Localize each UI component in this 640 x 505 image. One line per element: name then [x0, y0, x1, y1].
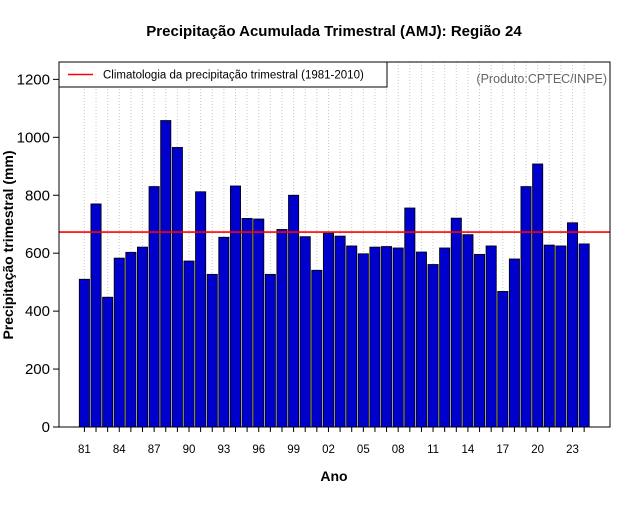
bar-1985: [125, 251, 137, 428]
chart-title: Precipitação Acumulada Trimestral (AMJ):…: [146, 23, 522, 40]
bar-2017: [497, 291, 509, 428]
bar-2019: [520, 186, 532, 428]
bar-1991: [195, 191, 207, 428]
bar-1987: [148, 186, 160, 428]
credit-text: (Produto:CPTEC/INPE): [476, 72, 607, 86]
x-tick-label: 17: [496, 444, 509, 456]
x-tick-label: 14: [462, 444, 475, 456]
x-tick-label: 11: [427, 444, 439, 456]
bar-2008: [392, 247, 404, 428]
bar-1993: [218, 236, 230, 428]
bar-2009: [404, 207, 416, 428]
x-tick-label: 81: [78, 444, 91, 456]
y-tick-label: 400: [25, 303, 50, 320]
bar-2015: [474, 253, 486, 428]
bar-2002: [322, 232, 334, 428]
y-tick-label: 1000: [17, 129, 50, 146]
x-axis-title: Ano: [320, 468, 347, 484]
bar-2020: [532, 163, 544, 428]
x-tick-label: 08: [392, 444, 405, 456]
bar-2022: [555, 245, 567, 428]
bar-2000: [299, 236, 311, 428]
x-tick-label: 20: [531, 444, 544, 456]
bar-1988: [160, 120, 172, 428]
legend-box: [58, 61, 388, 88]
bar-2012: [439, 247, 451, 428]
bar-2011: [427, 264, 439, 428]
x-tick-label: 90: [183, 444, 196, 456]
bars: [78, 120, 590, 428]
bar-2018: [508, 258, 520, 428]
x-tick-label: 02: [322, 444, 335, 456]
bar-2004: [346, 245, 358, 428]
bar-1999: [288, 194, 300, 428]
x-tick-label: 05: [357, 444, 370, 456]
bar-1983: [102, 296, 114, 428]
bar-1994: [229, 185, 241, 428]
bar-1992: [206, 273, 218, 428]
x-tick-label: 84: [113, 444, 126, 456]
bar-1984: [113, 257, 125, 428]
bar-1996: [253, 218, 265, 428]
y-axis: 0 200 400 600 800 1000 1200: [17, 71, 59, 436]
bar-1982: [90, 203, 102, 428]
bar-2003: [334, 235, 346, 428]
grid-lines: [83, 62, 585, 427]
bar-2010: [415, 251, 427, 428]
bar-2021: [543, 244, 555, 428]
bar-1989: [171, 147, 183, 428]
y-tick-label: 1200: [17, 71, 50, 88]
bar-2013: [450, 217, 462, 428]
x-tick-label: 99: [287, 444, 300, 456]
bar-1998: [276, 229, 288, 428]
bar-2005: [357, 253, 369, 428]
x-tick-label: 87: [148, 444, 161, 456]
bar-2023: [567, 222, 579, 428]
x-tick-label: 23: [566, 444, 579, 456]
y-tick-label: 0: [42, 419, 50, 436]
bar-2016: [485, 245, 497, 428]
x-axis: 81 84 87 90 93 96 99 02 05 08 11 14 17 20 23: [78, 427, 585, 456]
y-axis-title: Precipitação trimestral (mm): [0, 150, 16, 339]
x-tick-label: 96: [252, 444, 265, 456]
bar-1997: [264, 273, 276, 428]
bar-1995: [241, 218, 253, 428]
bar-1981: [78, 278, 90, 428]
bar-2006: [369, 246, 381, 428]
bar-2014: [462, 234, 474, 428]
x-tick-label: 93: [217, 444, 230, 456]
bar-2001: [311, 269, 323, 428]
legend: Climatologia da precipitação trimestral …: [58, 61, 388, 88]
y-tick-label: 800: [25, 187, 50, 204]
bar-1986: [137, 246, 149, 428]
y-tick-label: 600: [25, 245, 50, 262]
legend-label: Climatologia da precipitação trimestral …: [103, 70, 364, 82]
bar-1990: [183, 260, 195, 428]
bar-2007: [381, 246, 393, 428]
bar-2024: [578, 243, 590, 428]
y-tick-label: 200: [25, 361, 50, 378]
